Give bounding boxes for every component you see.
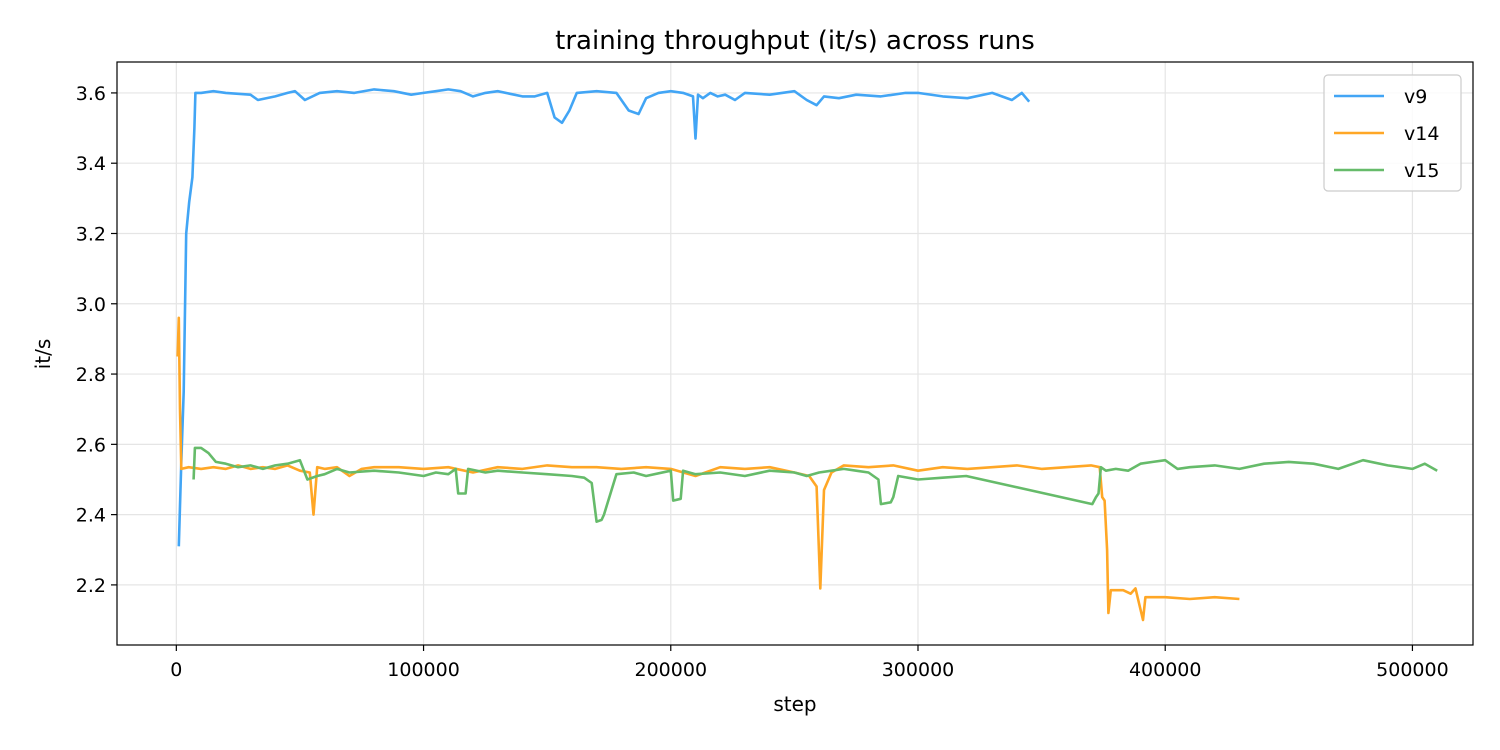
- x-axis-label: step: [773, 692, 816, 716]
- legend-label-v9: v9: [1404, 86, 1427, 108]
- legend-label-v15: v15: [1404, 160, 1439, 182]
- series-line-v15: [192, 446, 1438, 524]
- y-axis-ticks: 2.2 2.4 2.6 2.8 3.0 3.2 3.4 3.6: [76, 83, 117, 597]
- series-lines: [176, 88, 1438, 622]
- x-axis-ticks: 0 100000 200000 300000 400000 500000: [170, 645, 1449, 681]
- x-tick-label: 0: [170, 659, 182, 681]
- legend: v9 v14 v15: [1323, 74, 1462, 192]
- y-axis-label: it/s: [31, 339, 55, 370]
- y-tick-label: 2.2: [76, 575, 106, 597]
- x-tick-label: 400000: [1129, 659, 1202, 681]
- grid: [117, 62, 1473, 645]
- x-tick-label: 100000: [387, 659, 460, 681]
- y-tick-label: 2.8: [76, 364, 106, 386]
- legend-label-v14: v14: [1404, 123, 1439, 145]
- x-tick-label: 300000: [882, 659, 955, 681]
- x-tick-label: 500000: [1376, 659, 1449, 681]
- y-tick-label: 2.6: [76, 434, 106, 456]
- series-line-v9: [177, 88, 1031, 547]
- plot-frame: [116, 61, 1474, 646]
- chart-title: training throughput (it/s) across runs: [555, 26, 1035, 56]
- y-tick-label: 3.0: [76, 294, 106, 316]
- legend-box: [1323, 74, 1462, 192]
- y-tick-label: 3.4: [76, 153, 106, 175]
- series-line-v14: [176, 316, 1240, 622]
- y-tick-label: 3.2: [76, 223, 106, 245]
- y-tick-label: 3.6: [76, 83, 106, 105]
- y-tick-label: 2.4: [76, 505, 106, 527]
- x-tick-label: 200000: [635, 659, 708, 681]
